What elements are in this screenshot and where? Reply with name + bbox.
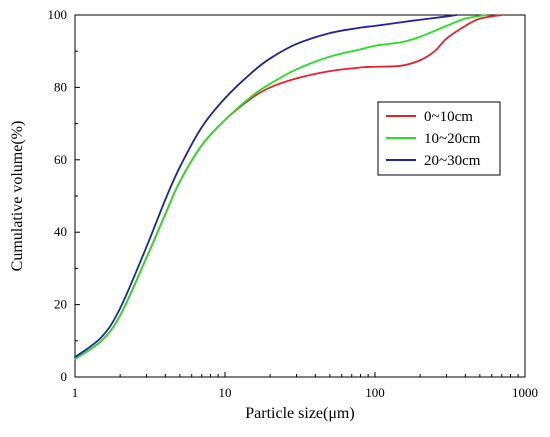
plot-frame [74, 14, 526, 378]
series-line-1 [74, 14, 503, 360]
y-tick-label: 100 [48, 7, 68, 22]
series-line-2 [74, 14, 487, 360]
y-tick-label: 20 [54, 297, 67, 312]
x-tick-label: 10 [219, 385, 232, 400]
series-layer [74, 14, 503, 360]
legend-label-3: 20~30cm [424, 153, 481, 169]
x-tick-label: 100 [365, 385, 385, 400]
plot-area [74, 14, 526, 378]
series-line-3 [74, 14, 458, 358]
x-tick-label: 1000 [512, 385, 538, 400]
y-tick-label: 40 [54, 224, 67, 239]
legend: 0~10cm 10~20cm 20~30cm [377, 101, 501, 176]
ticks-layer: 1 10 100 1000 0 20 40 60 80 100 [48, 7, 539, 400]
y-tick-label: 0 [61, 369, 68, 384]
x-axis-label: Particle size(μm) [245, 405, 354, 422]
legend-label-1: 0~10cm [424, 109, 473, 125]
x-tick-label: 1 [72, 385, 79, 400]
y-axis-label: Cumulative volume(%) [9, 121, 26, 272]
y-tick-label: 80 [54, 79, 67, 94]
legend-label-2: 10~20cm [424, 131, 481, 147]
y-tick-label: 60 [54, 152, 67, 167]
